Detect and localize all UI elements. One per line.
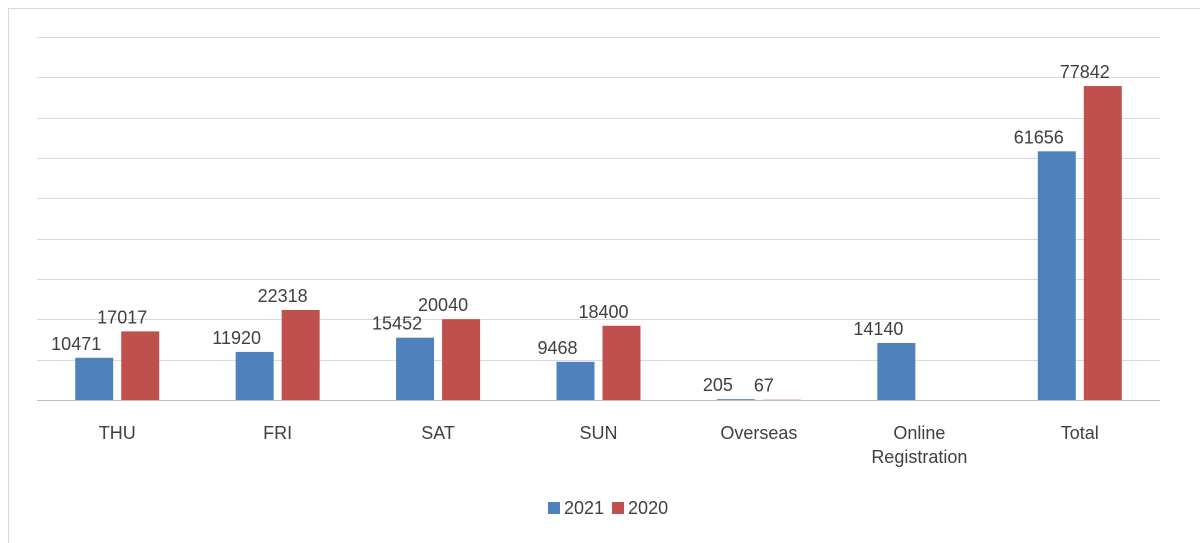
bar	[442, 319, 481, 400]
bar	[556, 361, 595, 400]
data-label: 77842	[1060, 62, 1110, 82]
legend-swatch	[612, 502, 625, 514]
bar	[281, 309, 320, 400]
data-label: 10471	[51, 334, 101, 354]
data-label: 22318	[258, 286, 308, 306]
bar	[396, 337, 435, 400]
bar	[1037, 151, 1076, 400]
bar	[716, 399, 755, 400]
x-tick-label: Overseas	[720, 423, 798, 443]
data-label: 14140	[853, 319, 903, 339]
x-tick-label: Online Registration	[871, 423, 968, 467]
bar	[75, 357, 114, 400]
x-tick-label: Total	[1060, 423, 1099, 443]
data-label: 67	[754, 376, 774, 396]
bar	[877, 342, 916, 400]
data-label: 9468	[537, 338, 577, 358]
bar	[235, 351, 274, 400]
legend-swatch	[548, 502, 560, 514]
data-label: 17017	[97, 307, 147, 327]
data-label: 61656	[1014, 127, 1064, 147]
data-label: 11920	[212, 328, 261, 348]
data-label: 15452	[372, 314, 422, 334]
bar	[121, 331, 160, 400]
legend-label: 2020	[628, 498, 668, 518]
x-tick-label: FRI	[263, 423, 293, 443]
chart-border	[8, 8, 1200, 543]
x-tick-label: SUN	[579, 423, 618, 443]
x-tick-label: SAT	[421, 423, 455, 443]
data-label: 205	[703, 375, 733, 395]
legend-label: 2021	[564, 498, 604, 518]
data-label: 18400	[578, 302, 628, 322]
data-label: 20040	[418, 295, 468, 315]
bar	[602, 325, 641, 400]
bar	[1083, 86, 1122, 401]
x-tick-label: THU	[98, 423, 136, 443]
